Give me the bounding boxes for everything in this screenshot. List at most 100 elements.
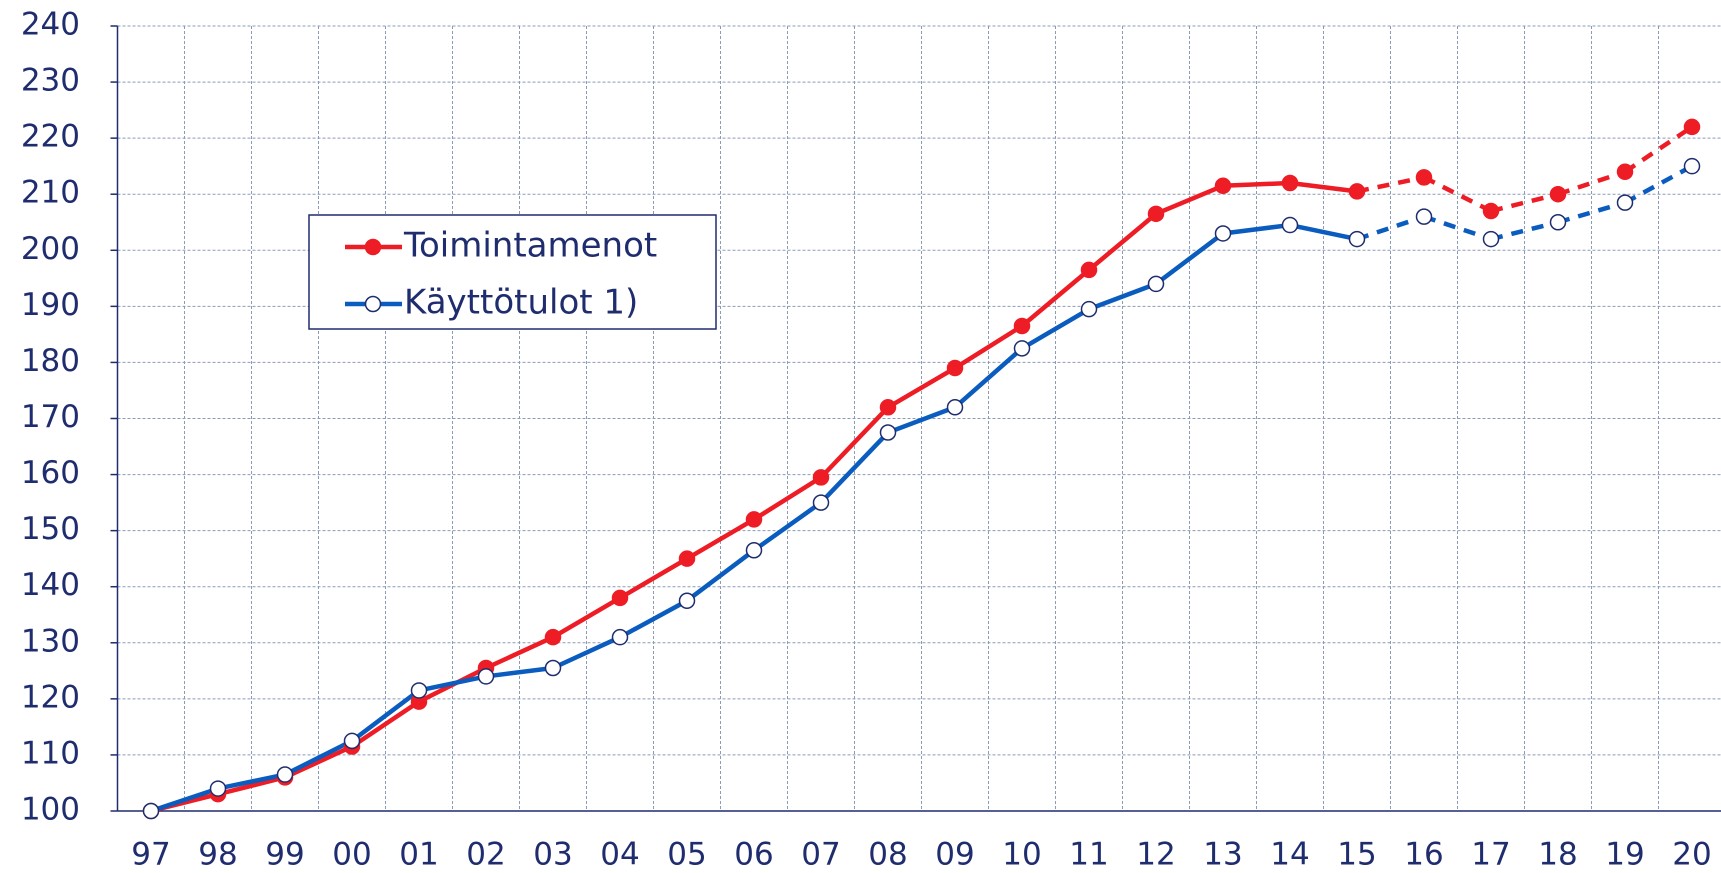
lines	[148, 125, 1694, 814]
line-segment	[1623, 125, 1694, 174]
point	[1616, 194, 1634, 211]
markers	[142, 118, 1701, 820]
point	[1616, 163, 1634, 181]
line-segment	[1557, 200, 1626, 225]
point	[946, 359, 964, 377]
x-tick-label: 16	[1404, 837, 1443, 873]
y-tick-label: 200	[21, 231, 80, 267]
point	[1214, 225, 1232, 242]
point	[812, 469, 830, 486]
point	[879, 424, 897, 441]
point	[1348, 230, 1366, 248]
y-tick-label: 210	[21, 175, 80, 211]
line-segment	[483, 634, 556, 671]
line-segment	[550, 595, 623, 640]
x-tick-label: 15	[1337, 837, 1376, 873]
line-segment	[952, 323, 1025, 371]
y-tick-label: 220	[21, 119, 80, 155]
line-segment	[1490, 192, 1559, 214]
point	[1683, 118, 1701, 136]
x-tick-label: 09	[935, 837, 974, 873]
point	[1013, 317, 1031, 335]
line-segment	[1153, 231, 1226, 287]
x-tick-label: 97	[131, 837, 170, 873]
point	[745, 542, 763, 559]
line-segment	[1557, 169, 1626, 197]
line-segment	[1356, 175, 1425, 194]
point	[410, 682, 428, 699]
x-tick-label: 02	[466, 837, 505, 873]
line-segment	[818, 405, 891, 480]
y-tick-label: 190	[21, 287, 80, 323]
line-segment	[617, 556, 690, 601]
x-tick-label: 06	[734, 837, 773, 873]
line-segment	[1220, 180, 1293, 189]
line-segment	[684, 548, 757, 603]
x-tick-label: 10	[1002, 837, 1041, 873]
x-tick-label: 12	[1136, 837, 1175, 873]
line-segment	[751, 475, 824, 522]
point	[812, 494, 830, 511]
y-tick-label: 100	[21, 792, 80, 828]
point	[1214, 177, 1232, 195]
point	[1549, 185, 1567, 203]
line-segment	[416, 674, 489, 693]
line-segment	[617, 598, 690, 640]
point	[1415, 169, 1433, 186]
line-segment	[818, 430, 891, 505]
x-tick-label: 03	[533, 837, 572, 873]
x-tick-label: 00	[332, 837, 371, 873]
point	[1482, 202, 1500, 220]
point	[1281, 216, 1299, 234]
point	[477, 668, 495, 685]
point	[678, 550, 696, 567]
point	[1147, 205, 1165, 223]
x-tick-label: 17	[1471, 837, 1510, 873]
line-segment	[1287, 222, 1360, 242]
x-tick-label: 01	[399, 837, 438, 873]
line-segment	[1623, 164, 1694, 205]
y-tick-label: 140	[21, 567, 80, 603]
line-segment	[885, 365, 958, 410]
point	[611, 628, 629, 646]
labels: 1001101201301401501601701801902002102202…	[21, 7, 1712, 873]
x-tick-label: 13	[1203, 837, 1242, 873]
y-tick-label: 130	[21, 623, 80, 659]
line-segment	[1356, 214, 1425, 242]
line-segment	[1220, 222, 1293, 236]
legend-marker	[364, 295, 382, 313]
x-tick-label: 18	[1538, 837, 1577, 873]
point	[1549, 214, 1567, 231]
line-segment	[349, 688, 422, 744]
y-tick-label: 180	[21, 343, 80, 379]
point	[611, 589, 629, 607]
y-tick-label: 120	[21, 679, 80, 715]
line-segment	[282, 744, 355, 780]
line-segment	[1019, 267, 1092, 329]
point	[1147, 275, 1165, 293]
x-tick-label: 20	[1672, 837, 1711, 873]
line-segment	[550, 634, 623, 671]
point	[343, 732, 361, 750]
point	[1080, 300, 1098, 318]
point	[1482, 230, 1500, 248]
line-segment	[751, 500, 824, 553]
point	[1415, 208, 1433, 225]
x-tick-label: 04	[600, 837, 639, 873]
grid	[110, 25, 1721, 812]
x-tick-label: 05	[667, 837, 706, 873]
line-segment	[349, 699, 422, 749]
point	[1281, 174, 1299, 192]
point	[678, 592, 696, 609]
point	[209, 780, 227, 797]
y-tick-label: 160	[21, 455, 80, 491]
legend: Toimintamenot Käyttötulot 1)	[345, 226, 657, 323]
legend-label: Toimintamenot	[403, 226, 657, 266]
x-tick-label: 99	[265, 837, 304, 873]
point	[1080, 261, 1098, 279]
line-segment	[1086, 211, 1159, 273]
legend-label: Käyttötulot 1)	[404, 283, 638, 323]
point	[946, 399, 964, 416]
line-segment	[684, 517, 757, 561]
